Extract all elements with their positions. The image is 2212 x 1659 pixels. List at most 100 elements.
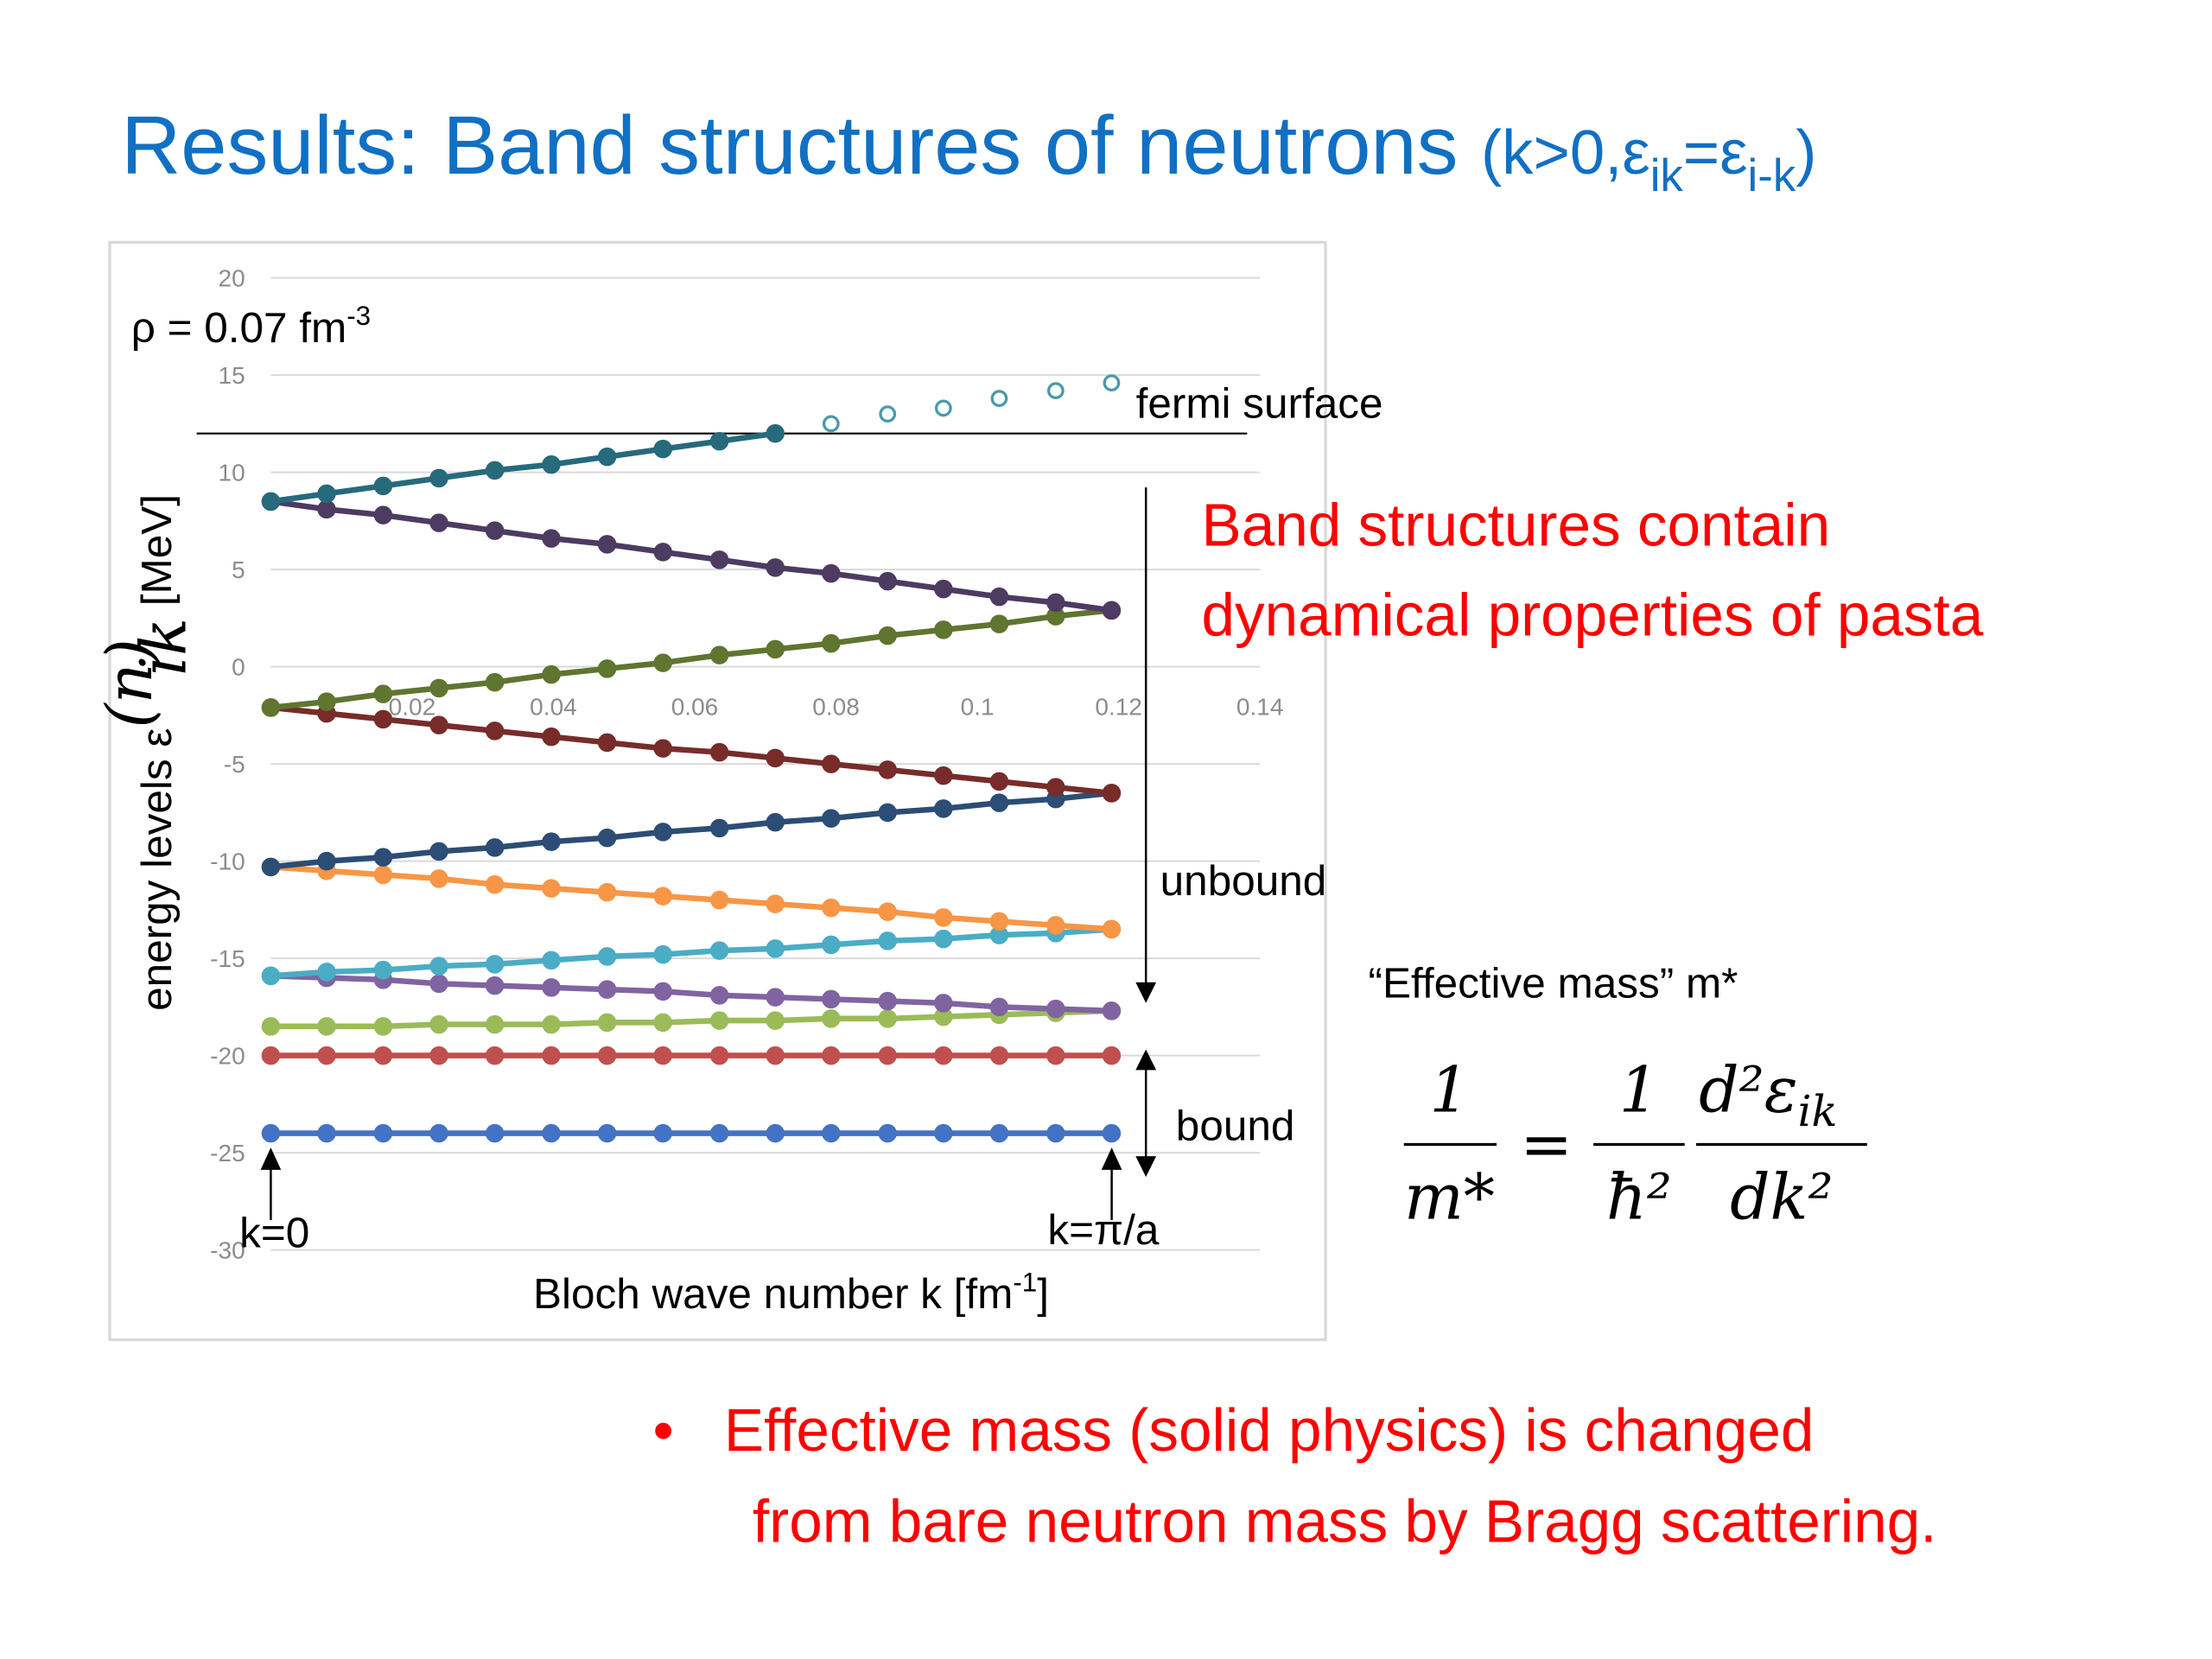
series-line <box>270 704 1112 797</box>
data-point <box>317 1123 336 1143</box>
data-point <box>373 709 393 729</box>
data-point <box>934 908 953 927</box>
data-point <box>485 1014 505 1034</box>
data-point <box>261 1123 281 1143</box>
data-point <box>429 957 448 976</box>
data-point <box>429 1123 448 1143</box>
series-line <box>270 607 1112 711</box>
arrow-head <box>1101 1147 1122 1170</box>
x-tick-label: 0.08 <box>812 694 860 721</box>
data-point <box>989 772 1009 791</box>
data-point <box>822 989 841 1009</box>
data-point <box>485 1123 505 1143</box>
data-point <box>934 1123 953 1143</box>
data-point <box>709 1011 729 1030</box>
data-point <box>485 461 505 480</box>
y-tick-label: -25 <box>210 1140 245 1166</box>
fermi-label: fermi surface <box>1136 379 1383 427</box>
bullet-text: from bare neutron mass by Bragg scatteri… <box>753 1488 1937 1555</box>
data-point <box>766 423 785 443</box>
formula-text: 1 <box>1429 1055 1469 1128</box>
data-point <box>373 1123 393 1143</box>
data-point <box>878 1009 897 1028</box>
data-point <box>373 476 393 496</box>
data-point <box>429 468 448 488</box>
data-point <box>1103 374 1121 392</box>
data-point <box>822 563 841 583</box>
data-point <box>653 887 672 906</box>
data-point <box>653 439 672 459</box>
data-point <box>597 1013 617 1033</box>
data-point <box>653 1046 672 1065</box>
data-point <box>709 431 729 451</box>
formula-text: d²εik <box>1699 1055 1837 1136</box>
data-point <box>709 742 729 762</box>
data-point <box>317 1046 336 1065</box>
data-point <box>1102 1001 1122 1020</box>
data-point <box>709 645 729 664</box>
data-point <box>709 890 729 910</box>
x-label-end: ] <box>1037 1270 1049 1318</box>
data-point <box>485 955 505 974</box>
data-point <box>822 415 840 433</box>
y-tick-label: 15 <box>219 362 245 389</box>
unbound-label: unbound <box>1160 857 1327 905</box>
bound-label: bound <box>1176 1103 1295 1150</box>
density-sup: -3 <box>346 301 371 331</box>
data-point <box>878 571 897 591</box>
data-point <box>429 842 448 861</box>
data-point <box>766 939 785 958</box>
data-point <box>542 1046 561 1065</box>
data-point <box>373 505 393 524</box>
formula-text: = <box>1520 1109 1573 1181</box>
data-point <box>373 865 393 885</box>
data-point <box>485 976 505 995</box>
data-point <box>1046 999 1065 1019</box>
data-point <box>822 1009 841 1028</box>
arrows <box>260 487 1157 1220</box>
data-point <box>317 692 336 711</box>
data-point <box>989 1046 1009 1065</box>
data-point <box>261 966 281 986</box>
formula-text: dk² <box>1730 1161 1834 1234</box>
data-point <box>597 828 617 848</box>
density-label: ρ = 0.07 fm-3 <box>131 301 371 352</box>
data-point <box>1046 778 1065 797</box>
slide-title: Results: Band structures of neutrons (k>… <box>121 99 1816 201</box>
data-point <box>709 818 729 838</box>
y-label-text: energy levels ε <box>133 728 181 1011</box>
data-point <box>542 454 561 474</box>
data-point <box>709 550 729 569</box>
data-point <box>822 935 841 955</box>
data-point <box>709 986 729 1005</box>
data-point <box>1046 382 1065 400</box>
data-point <box>317 484 336 504</box>
data-point <box>989 587 1009 607</box>
data-point <box>709 941 729 960</box>
data-point <box>653 543 672 562</box>
data-point <box>485 1046 505 1065</box>
formula-sub: ik <box>1798 1086 1838 1136</box>
data-point <box>542 1014 561 1034</box>
data-point <box>766 1123 785 1143</box>
series-line <box>270 430 776 505</box>
formula-text: ħ² <box>1606 1161 1672 1234</box>
formula: 1 m* = 1 ħ² d²εik dk² <box>1403 1055 1867 1234</box>
data-point <box>878 626 897 645</box>
y-tick-label: -30 <box>210 1236 245 1263</box>
data-point <box>485 721 505 741</box>
data-point <box>822 809 841 828</box>
data-point <box>429 678 448 698</box>
data-point <box>317 1017 336 1036</box>
data-point <box>597 447 617 467</box>
data-point <box>429 1014 448 1034</box>
data-point <box>597 535 617 554</box>
data-point <box>653 982 672 1001</box>
x-tick-label: 0.02 <box>389 694 436 721</box>
side-text: dynamical properties of pasta <box>1202 582 1984 649</box>
data-point <box>766 748 785 768</box>
y-tick-label: -5 <box>224 751 245 778</box>
data-point <box>1046 1046 1065 1065</box>
data-point <box>878 931 897 950</box>
data-point <box>989 912 1009 931</box>
